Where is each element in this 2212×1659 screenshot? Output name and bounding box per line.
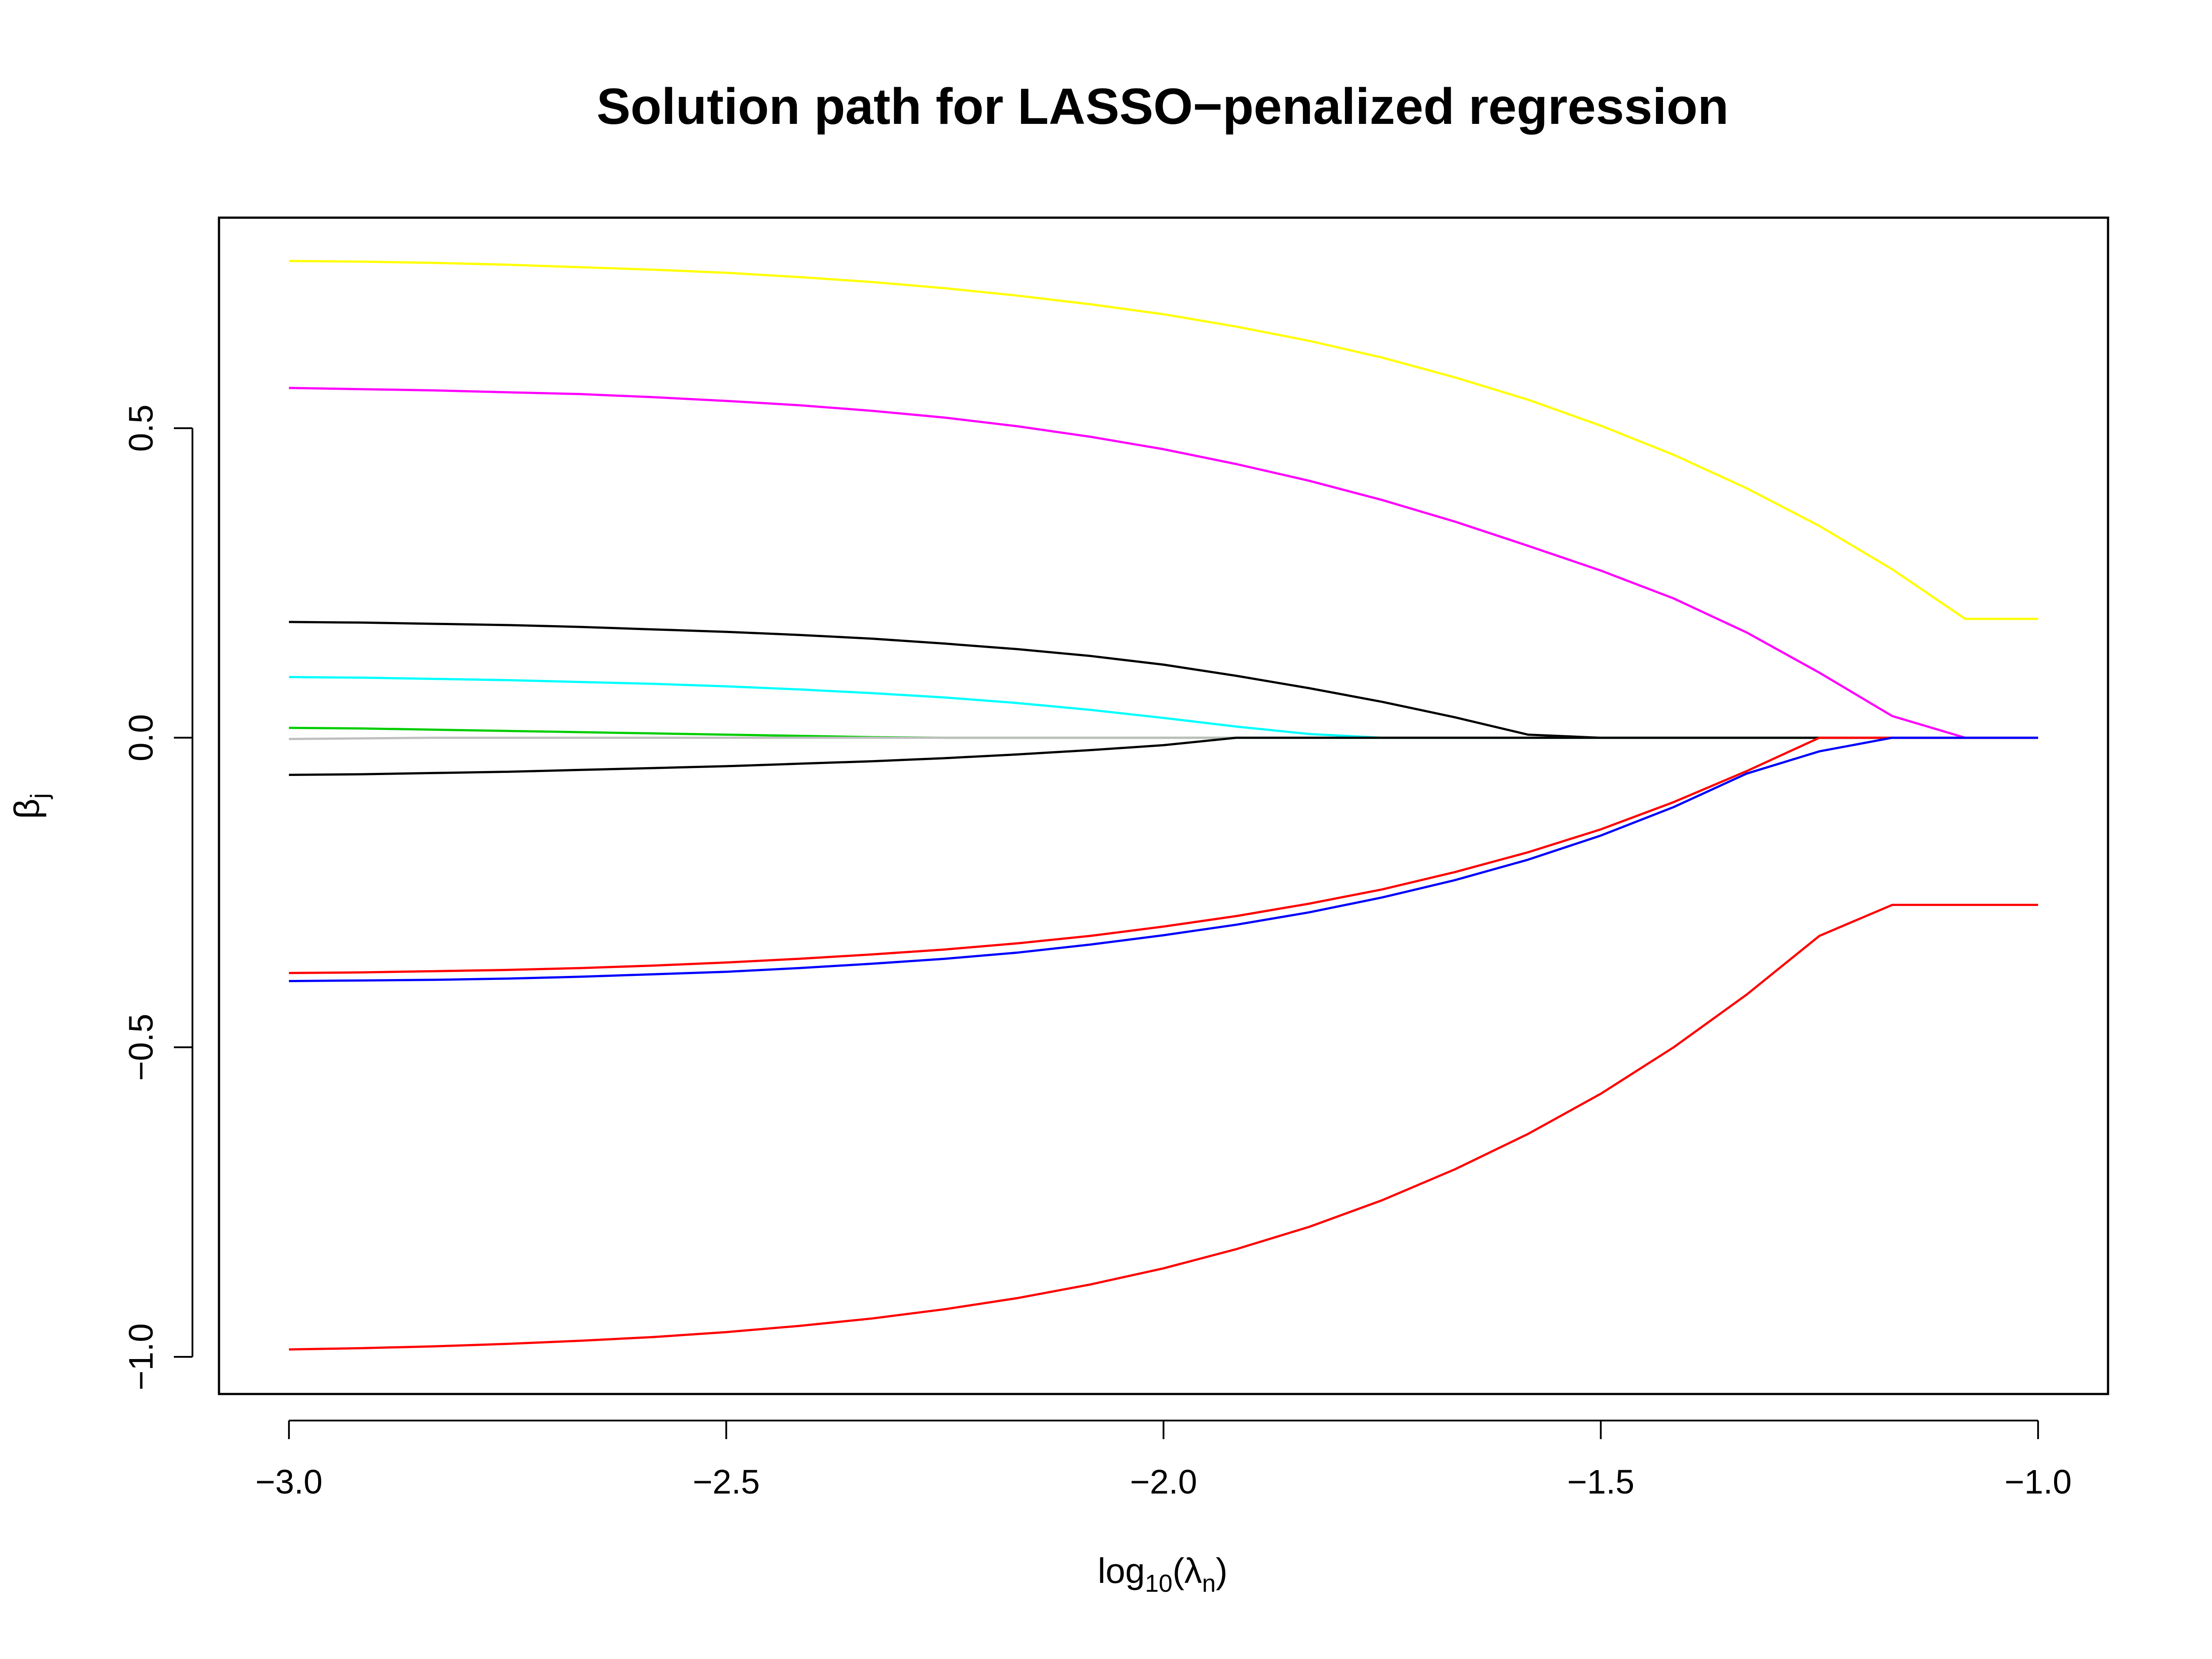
x-axis-label-post: ) bbox=[1216, 1551, 1228, 1590]
x-tick-label: −3.0 bbox=[255, 1463, 323, 1501]
y-tick-label: 0.5 bbox=[122, 404, 160, 452]
x-axis-label-pre: log bbox=[1098, 1551, 1145, 1590]
y-tick-label: 0.0 bbox=[122, 714, 160, 761]
x-axis-label: log10(λn) bbox=[1098, 1551, 1228, 1597]
series-line-8 bbox=[289, 737, 2038, 974]
series-line-9 bbox=[289, 737, 2038, 983]
x-axis-label-mid: (λ bbox=[1172, 1551, 1202, 1590]
plot-frame bbox=[218, 216, 2109, 1395]
series-line-7 bbox=[289, 737, 2038, 776]
x-tick-label: −2.5 bbox=[693, 1463, 760, 1501]
x-tick-label: −1.0 bbox=[2005, 1463, 2072, 1501]
y-tick-label: −0.5 bbox=[122, 1014, 160, 1081]
y-tick-label: −1.0 bbox=[122, 1323, 160, 1390]
y-axis-label: βj bbox=[7, 793, 53, 819]
y-axis-label-sub: j bbox=[25, 793, 53, 799]
y-axis: −1.0 −0.5 0.0 0.5 bbox=[122, 404, 193, 1390]
x-axis-label-sub: 10 bbox=[1145, 1569, 1172, 1597]
series-line-10 bbox=[289, 903, 2038, 1351]
chart-title: Solution path for LASSO−penalized regres… bbox=[596, 78, 1728, 135]
y-axis-label-main: β bbox=[7, 799, 46, 819]
x-tick-label: −1.5 bbox=[1567, 1463, 1634, 1501]
x-tick-label: −2.0 bbox=[1130, 1463, 1197, 1501]
x-axis: −3.0 −2.5 −2.0 −1.5 −1.0 bbox=[255, 1420, 2072, 1501]
x-axis-label-sub2: n bbox=[1202, 1569, 1216, 1597]
series-line-2 bbox=[289, 387, 2038, 739]
series-line-1 bbox=[289, 260, 2038, 620]
series-layer bbox=[289, 260, 2038, 1351]
